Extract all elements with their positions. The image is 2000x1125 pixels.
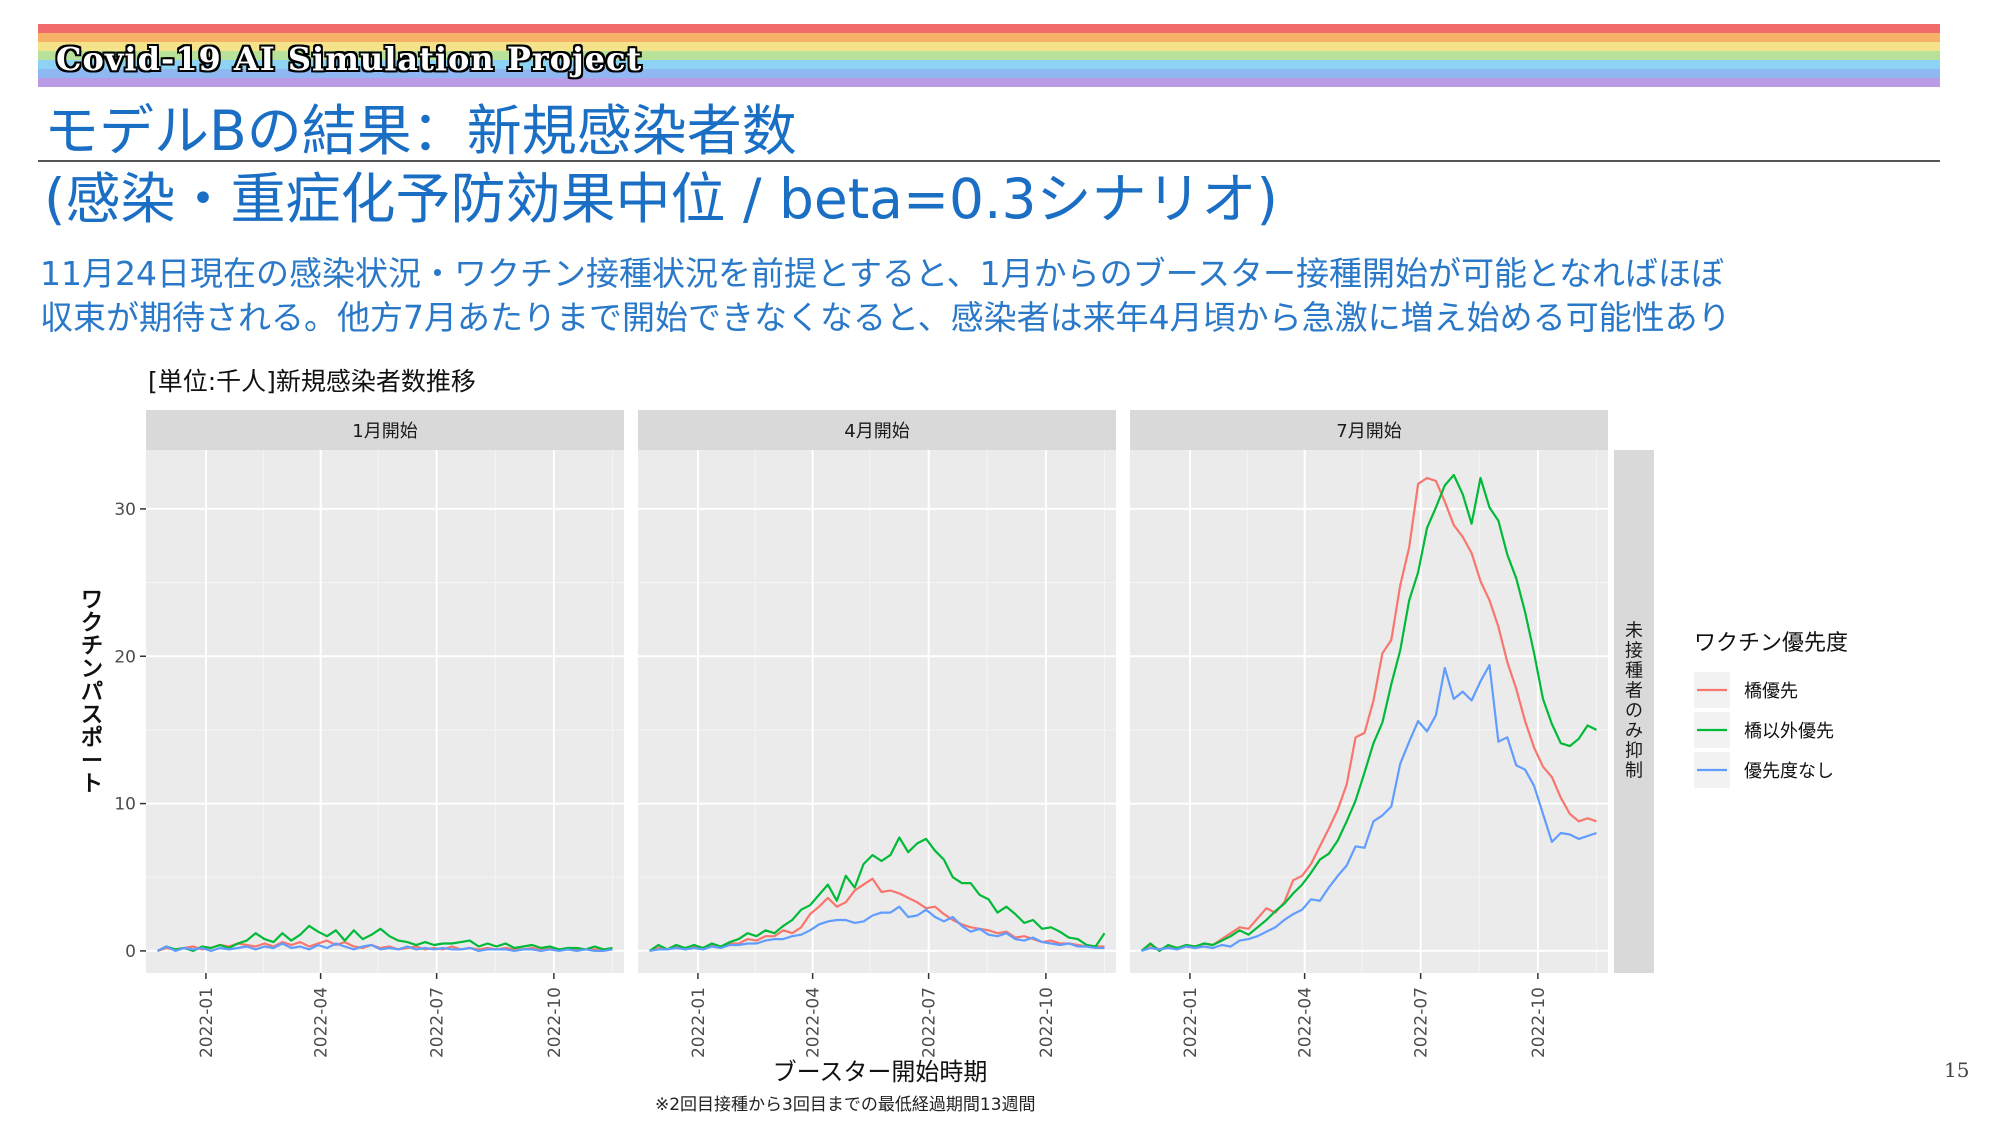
rainbow-stripe — [38, 69, 1940, 78]
x-tick-label: 2022-04 — [1296, 987, 1316, 1058]
facet-strip — [146, 410, 624, 450]
description-line-2: 収束が期待される。他方7月あたりまで開始できなくなると、感染者は来年4月頃から急… — [40, 298, 1731, 337]
page-number: 15 — [1944, 1058, 1970, 1082]
title-divider — [38, 160, 1940, 162]
facet-strip-label: 7月開始 — [1336, 421, 1401, 442]
rainbow-stripe — [38, 24, 1940, 33]
y-axis-label-char: ク — [81, 611, 103, 636]
legend-entry-label: 橋優先 — [1744, 681, 1798, 702]
y-axis-label-char: ト — [81, 772, 103, 797]
panel-background — [1130, 450, 1608, 973]
y-axis-label-char: チ — [81, 634, 103, 659]
y-axis-label-char: ワ — [81, 588, 103, 613]
y-tick-label: 20 — [114, 647, 136, 667]
x-tick-label: 2022-10 — [1037, 987, 1057, 1058]
x-tick-label: 2022-07 — [428, 987, 448, 1058]
series-line — [648, 836, 1106, 952]
facet-strip-label: 4月開始 — [844, 421, 909, 442]
row-strip-label-char: 抑 — [1625, 741, 1643, 762]
series-line — [157, 924, 613, 953]
y-tick-label: 30 — [114, 500, 136, 520]
rainbow-stripe — [38, 78, 1940, 87]
series-line — [1141, 663, 1597, 952]
rainbow-stripe — [38, 51, 1940, 60]
row-strip-label-char: み — [1625, 721, 1643, 742]
x-tick-label: 2022-04 — [804, 987, 824, 1058]
row-strip-label-char: の — [1625, 701, 1643, 722]
row-strip-label-char: 接 — [1625, 641, 1643, 662]
panel-background — [638, 450, 1116, 973]
row-strip — [1614, 450, 1654, 973]
facet-strip — [1130, 410, 1608, 450]
legend-entry-label: 橋以外優先 — [1744, 721, 1834, 742]
legend-title: ワクチン優先度 — [1694, 631, 1848, 656]
project-title: Covid-19 AI Simulation Project — [56, 40, 643, 78]
description-line-1: 11月24日現在の感染状況・ワクチン接種状況を前提とすると、1月からのブースター… — [40, 254, 1725, 293]
x-tick-label: 2022-01 — [197, 987, 217, 1058]
x-tick-label: 2022-01 — [689, 987, 709, 1058]
y-axis-label-char: ー — [81, 749, 103, 774]
y-axis-label-char: ス — [81, 703, 103, 728]
panel-background — [146, 450, 624, 973]
description: 11月24日現在の感染状況・ワクチン接種状況を前提とすると、1月からのブースター… — [40, 252, 1731, 340]
rainbow-banner — [38, 24, 1940, 90]
x-tick-label: 2022-07 — [1412, 987, 1432, 1058]
slide-subtitle: (感染・重症化予防効果中位 / beta=0.3シナリオ) — [44, 167, 1278, 231]
row-strip-label-char: 未 — [1625, 621, 1643, 642]
chart-title: [単位:千人]新規感染者数推移 — [148, 367, 476, 396]
series-line — [157, 942, 613, 953]
x-tick-label: 2022-04 — [312, 987, 332, 1058]
y-axis-label-char: ン — [81, 657, 103, 682]
row-strip-label-char: 者 — [1625, 681, 1643, 702]
rainbow-stripe — [38, 60, 1940, 69]
facet-strip-label: 1月開始 — [352, 421, 417, 442]
slide-title: モデルBの結果：新規感染者数 — [44, 99, 797, 163]
x-tick-label: 2022-01 — [1181, 987, 1201, 1058]
y-tick-label: 0 — [125, 942, 136, 962]
rainbow-stripe — [38, 42, 1940, 51]
facet-strip — [638, 410, 1116, 450]
row-strip-label-char: 種 — [1625, 661, 1643, 682]
series-line — [649, 905, 1105, 952]
y-axis-label-char: パ — [81, 680, 103, 705]
series-line — [1140, 473, 1597, 953]
row-strip-label-char: 制 — [1625, 761, 1643, 782]
x-tick-label: 2022-10 — [545, 987, 565, 1058]
x-tick-label: 2022-10 — [1529, 987, 1549, 1058]
legend-entry-label: 優先度なし — [1744, 761, 1834, 782]
footnote: ※2回目接種から3回目までの最低経過期間13週間 — [655, 1095, 1036, 1115]
rainbow-stripe — [38, 33, 1940, 42]
y-axis-label-char: ポ — [81, 725, 103, 751]
y-tick-label: 10 — [114, 795, 136, 815]
x-axis-label: ブースター開始時期 — [773, 1058, 988, 1086]
x-tick-label: 2022-07 — [920, 987, 940, 1058]
